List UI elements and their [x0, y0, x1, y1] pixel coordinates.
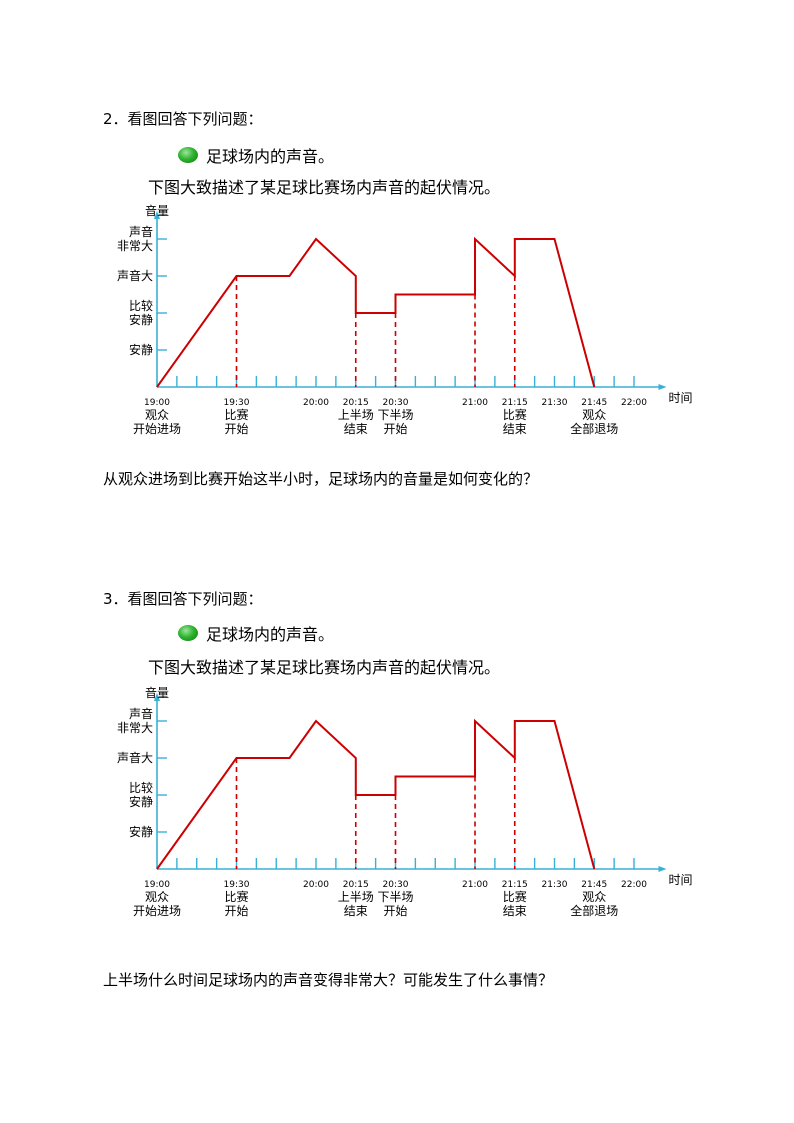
y-tick-label: 声音大 — [117, 750, 153, 765]
x-axis-arrow — [658, 866, 667, 872]
event-label: 开始 — [224, 904, 248, 918]
x-tick-label: 20:15 — [343, 398, 369, 408]
x-tick-label: 21:15 — [502, 398, 528, 408]
event-label: 比赛 — [224, 889, 248, 904]
y-tick-label: 安静 — [129, 312, 153, 327]
x-axis-title: 时间 — [669, 391, 693, 405]
x-tick-label: 20:30 — [383, 398, 409, 408]
event-label: 比赛 — [224, 407, 248, 422]
y-axis-title: 音量 — [145, 203, 169, 218]
y-tick-label: 安静 — [129, 342, 153, 357]
x-tick-label: 20:30 — [383, 880, 409, 890]
event-label: 观众 — [582, 408, 606, 422]
x-tick-label: 21:00 — [462, 398, 488, 408]
x-tick-label: 19:00 — [144, 398, 170, 408]
event-label: 比赛 — [503, 889, 527, 904]
x-tick-label: 22:00 — [621, 398, 647, 408]
problem-title: 3．看图回答下列问题： — [103, 590, 263, 608]
sound-level-line — [156, 236, 596, 388]
green-bullet-icon — [178, 625, 198, 641]
sound-level-chart: 音量时间安静比较安静声音大声音非常大19:00观众开始进场19:30比赛开始20… — [117, 203, 693, 436]
event-label: 下半场 — [377, 890, 413, 904]
green-bullet-icon — [178, 147, 198, 163]
event-label: 结束 — [503, 904, 527, 918]
y-axis-title: 音量 — [145, 685, 169, 700]
y-axis-arrow — [154, 211, 160, 219]
event-label: 结束 — [344, 422, 368, 436]
problem-question: 上半场什么时间足球场内的声音变得非常大？可能发生了什么事情？ — [103, 971, 554, 989]
x-tick-label: 21:15 — [502, 880, 528, 890]
x-tick-label: 21:45 — [581, 880, 607, 890]
x-tick-label: 20:00 — [303, 880, 329, 890]
x-tick-label: 21:00 — [462, 880, 488, 890]
y-axis-arrow — [154, 693, 160, 701]
y-tick-label: 非常大 — [117, 721, 153, 735]
event-label: 开始进场 — [133, 422, 181, 436]
y-tick-label: 声音 — [129, 706, 153, 721]
problem-subtitle: 足球场内的声音。 — [178, 143, 334, 167]
subtitle-text: 足球场内的声音。 — [206, 625, 335, 644]
x-axis-arrow — [658, 384, 667, 390]
y-tick-label: 非常大 — [117, 239, 153, 253]
y-tick-label: 声音 — [129, 224, 153, 239]
event-label: 全部退场 — [570, 421, 618, 436]
event-label: 结束 — [503, 422, 527, 436]
x-tick-label: 20:00 — [303, 398, 329, 408]
event-label: 比赛 — [503, 407, 527, 422]
y-tick-label: 声音大 — [117, 268, 153, 283]
problem-description: 下图大致描述了某足球比赛场内声音的起伏情况。 — [148, 658, 501, 677]
event-label: 上半场 — [338, 890, 374, 904]
x-tick-label: 22:00 — [621, 880, 647, 890]
event-label: 结束 — [344, 904, 368, 918]
sound-level-line — [156, 718, 596, 870]
problem-subtitle: 足球场内的声音。 — [178, 621, 334, 645]
x-tick-label: 21:30 — [542, 880, 568, 890]
y-tick-label: 安静 — [129, 824, 153, 839]
x-tick-label: 19:30 — [224, 398, 250, 408]
y-tick-label: 安静 — [129, 794, 153, 809]
problem-title: 2．看图回答下列问题： — [103, 110, 263, 128]
y-tick-label: 比较 — [129, 298, 153, 313]
x-tick-label: 19:30 — [224, 880, 250, 890]
event-label: 观众 — [582, 890, 606, 904]
event-label: 观众 — [145, 890, 169, 904]
event-label: 上半场 — [338, 408, 374, 422]
x-tick-label: 20:15 — [343, 880, 369, 890]
x-tick-label: 19:00 — [144, 880, 170, 890]
event-label: 开始进场 — [133, 904, 181, 918]
event-label: 开始 — [383, 904, 407, 918]
x-tick-label: 21:30 — [542, 398, 568, 408]
event-label: 观众 — [145, 408, 169, 422]
problem-description: 下图大致描述了某足球比赛场内声音的起伏情况。 — [148, 178, 501, 197]
x-axis-title: 时间 — [669, 873, 693, 887]
problem-question: 从观众进场到比赛开始这半小时，足球场内的音量是如何变化的？ — [103, 470, 539, 488]
event-label: 开始 — [224, 422, 248, 436]
event-label: 下半场 — [377, 408, 413, 422]
sound-level-chart: 音量时间安静比较安静声音大声音非常大19:00观众开始进场19:30比赛开始20… — [117, 685, 693, 918]
event-label: 全部退场 — [570, 903, 618, 918]
y-tick-label: 比较 — [129, 780, 153, 795]
x-tick-label: 21:45 — [581, 398, 607, 408]
subtitle-text: 足球场内的声音。 — [206, 147, 335, 166]
event-label: 开始 — [383, 422, 407, 436]
